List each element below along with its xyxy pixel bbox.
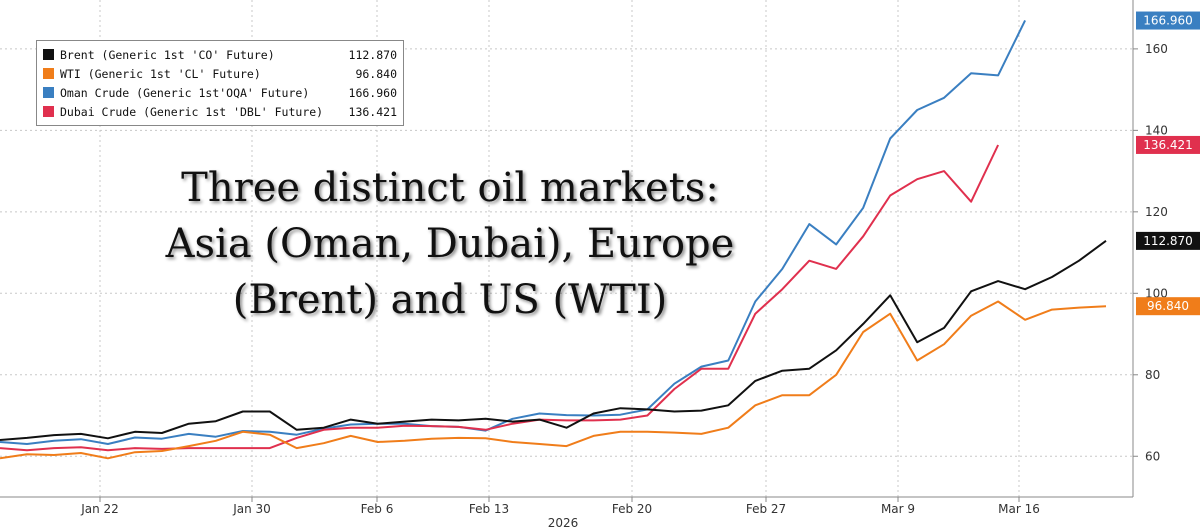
- annotation-line-1: Three distinct oil markets:: [181, 165, 719, 211]
- last-value-badge-text: 166.960: [1143, 14, 1193, 28]
- legend-swatch-brent: [43, 49, 54, 60]
- x-tick-label: Feb 20: [612, 502, 652, 516]
- y-tick-label: 100: [1145, 286, 1168, 300]
- y-tick-label: 120: [1145, 205, 1168, 219]
- chart-annotation: Three distinct oil markets: Asia (Oman, …: [100, 160, 800, 328]
- last-value-badge-text: 136.421: [1143, 138, 1193, 152]
- series-lines: [0, 19, 1107, 460]
- legend-label-dubai: Dubai Crude (Generic 1st 'DBL' Future): [60, 104, 324, 119]
- x-tick-label: Jan 30: [232, 502, 271, 516]
- chart-legend: Brent (Generic 1st 'CO' Future) 112.870 …: [36, 40, 404, 126]
- legend-entry-dubai: Dubai Crude (Generic 1st 'DBL' Future) 1…: [43, 102, 397, 121]
- x-tick-label: Jan 22: [80, 502, 119, 516]
- legend-swatch-dubai: [43, 106, 54, 117]
- legend-value-wti: 96.840: [355, 66, 397, 81]
- last-value-badge: [1136, 135, 1200, 154]
- legend-value-brent: 112.870: [348, 47, 397, 62]
- x-tick-label: Feb 13: [469, 502, 509, 516]
- y-axis-ticks: 60 80 100 120 140 160: [1133, 42, 1168, 463]
- legend-label-oman: Oman Crude (Generic 1st'OQA' Future): [60, 85, 310, 100]
- legend-value-oman: 166.960: [348, 85, 397, 100]
- legend-entry-wti: WTI (Generic 1st 'CL' Future) 96.840: [43, 64, 397, 83]
- grid-lines: [0, 0, 1133, 497]
- last-value-badge: [1136, 11, 1200, 30]
- last-value-badge-text: 96.840: [1147, 299, 1189, 313]
- x-axis-label: 2026: [548, 516, 579, 530]
- legend-swatch-oman: [43, 87, 54, 98]
- x-tick-label: Mar 9: [881, 502, 915, 516]
- last-value-badges: 166.960 136.421 112.870 96.840: [1136, 11, 1200, 316]
- legend-value-dubai: 136.421: [348, 104, 397, 119]
- x-tick-label: Feb 6: [361, 502, 394, 516]
- last-value-badge: [1136, 231, 1200, 250]
- series-line: [0, 19, 1026, 445]
- last-value-badge: [1136, 297, 1200, 316]
- annotation-line-3: (Brent) and US (WTI): [232, 277, 668, 323]
- x-axis-ticks: Jan 22 Jan 30 Feb 6 Feb 13 Feb 20 Feb 27 Mar 9…: [80, 497, 1040, 516]
- annotation-line-2: Asia (Oman, Dubai), Europe: [165, 221, 735, 267]
- x-tick-label: Feb 27: [746, 502, 786, 516]
- legend-entry-brent: Brent (Generic 1st 'CO' Future) 112.870: [43, 45, 397, 64]
- legend-entry-oman: Oman Crude (Generic 1st'OQA' Future) 166…: [43, 83, 397, 102]
- series-line: [0, 144, 1000, 452]
- legend-label-brent: Brent (Generic 1st 'CO' Future): [60, 47, 275, 62]
- series-line: [0, 300, 1107, 460]
- legend-swatch-wti: [43, 68, 54, 79]
- y-tick-label: 140: [1145, 123, 1168, 137]
- last-value-badge-text: 112.870: [1143, 234, 1193, 248]
- legend-label-wti: WTI (Generic 1st 'CL' Future): [60, 66, 261, 81]
- x-tick-label: Mar 16: [998, 502, 1040, 516]
- series-line: [0, 239, 1107, 441]
- y-tick-label: 60: [1145, 449, 1160, 463]
- y-tick-label: 160: [1145, 42, 1168, 56]
- y-tick-label: 80: [1145, 368, 1160, 382]
